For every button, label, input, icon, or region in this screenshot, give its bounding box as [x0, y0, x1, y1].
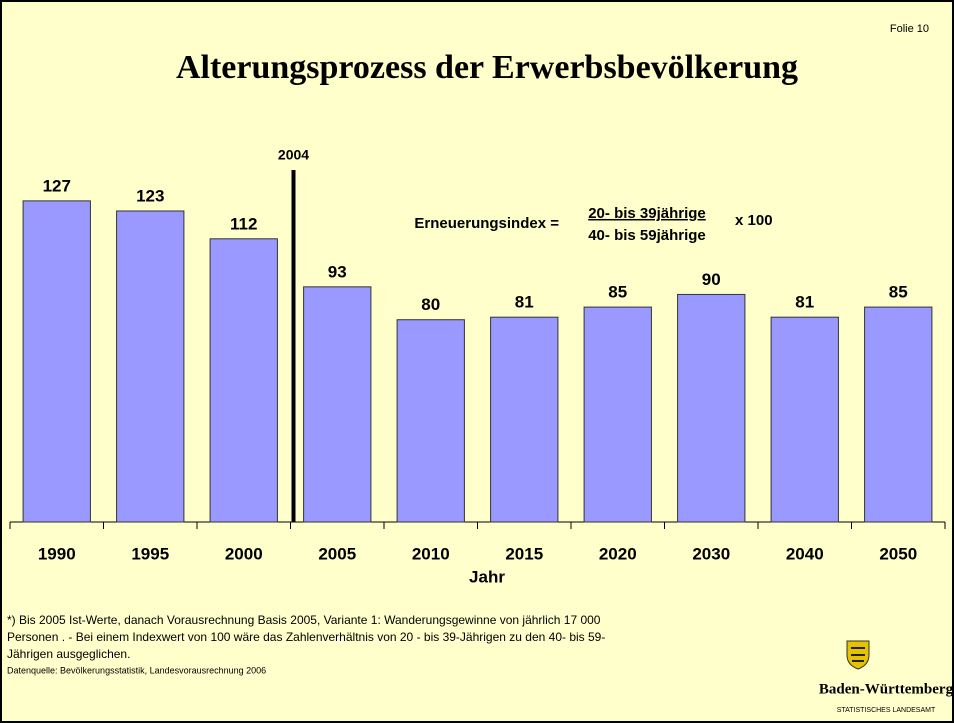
logo-subtitle: STATISTISCHES LANDESAMT	[837, 707, 936, 714]
x-tick-label: 2030	[692, 544, 730, 563]
value-label: 81	[515, 293, 534, 312]
chart-title: Alterungsprozess der Erwerbsbevölkerung	[176, 49, 798, 86]
formula-left: Erneuerungsindex =	[414, 215, 559, 232]
x-tick-label: 1995	[131, 544, 169, 563]
value-label: 85	[889, 283, 908, 302]
formula-factor: x 100	[735, 212, 773, 229]
logo-name: Baden-Württemberg	[819, 681, 954, 697]
x-tick-label: 2000	[225, 544, 263, 563]
x-tick-label: 2005	[318, 544, 356, 563]
value-label: 112	[230, 214, 257, 233]
bar	[770, 316, 839, 523]
footnote-line: Jährigen ausgeglichen.	[7, 647, 130, 661]
value-label: 93	[328, 262, 347, 281]
bar	[490, 316, 559, 523]
bar	[864, 306, 933, 523]
x-tick-label: 2020	[599, 544, 637, 563]
x-tick-label: 2050	[879, 544, 917, 563]
footnote-line: Personen . - Bei einem Indexwert von 100…	[7, 630, 605, 644]
value-label: 80	[421, 295, 440, 314]
formula-numerator: 20- bis 39jährige	[588, 205, 706, 222]
value-label: 81	[795, 293, 814, 312]
footnote: *) Bis 2005 Ist-Werte, danach Vorausrech…	[7, 613, 605, 661]
logo-lions	[851, 647, 865, 662]
bar	[303, 286, 372, 523]
bar	[22, 200, 91, 523]
bar	[583, 306, 652, 523]
bar	[116, 210, 185, 523]
source: Datenquelle: Bevölkerungsstatistik, Land…	[7, 665, 266, 675]
value-label: 123	[136, 186, 164, 205]
bar	[396, 319, 465, 523]
x-tick-label: 1990	[38, 544, 76, 563]
x-axis-label: Jahr	[469, 567, 505, 586]
x-tick-label: 2015	[505, 544, 543, 563]
logo: Baden-Württemberg STATISTISCHES LANDESAM…	[819, 640, 954, 714]
footnote-line: *) Bis 2005 Ist-Werte, danach Vorausrech…	[7, 613, 601, 627]
formula-denominator: 40- bis 59jährige	[588, 227, 706, 244]
value-label: 85	[608, 283, 627, 302]
bar	[677, 293, 746, 523]
slide-label: Folie 10	[890, 23, 929, 35]
marker-label: 2004	[278, 147, 309, 163]
x-tick-label: 2040	[786, 544, 824, 563]
value-label: 127	[43, 176, 71, 195]
x-tick-label: 2010	[412, 544, 450, 563]
bar	[209, 238, 278, 523]
value-label: 90	[702, 270, 721, 289]
